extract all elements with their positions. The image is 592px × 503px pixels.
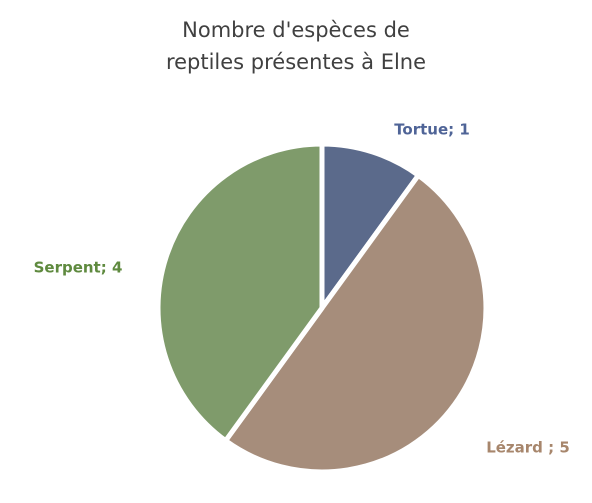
data-label: Tortue; 1: [394, 121, 470, 139]
data-label: Serpent; 4: [34, 259, 123, 277]
data-label: Lézard ; 5: [486, 439, 570, 457]
pie-slice: [155, 141, 325, 444]
chart-title: Nombre d'espèces de reptiles présentes à…: [165, 18, 427, 74]
pie-slice: [223, 172, 489, 475]
pie-slice: [319, 141, 421, 311]
